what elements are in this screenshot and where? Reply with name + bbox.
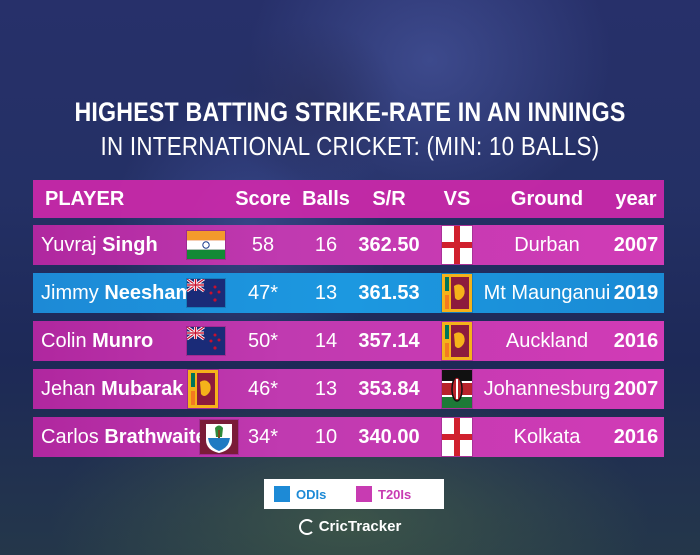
- title-line-2: IN INTERNATIONAL CRICKET: (MIN: 10 BALLS…: [100, 131, 600, 161]
- player-flag: [187, 369, 219, 409]
- legend-t20-label: T20Is: [378, 486, 412, 502]
- strike-rate: 361.53: [358, 281, 420, 304]
- opponent-flag: [435, 417, 479, 457]
- player-first-name: Carlos: [41, 425, 105, 448]
- header-score: Score: [235, 187, 291, 210]
- sri-lanka-flag-icon: [442, 322, 472, 360]
- balls: 13: [314, 281, 338, 304]
- table-row: Colin Munro 50* 14 357.14 Auckland 2016: [33, 321, 664, 361]
- legend-t20: T20Is: [356, 479, 411, 509]
- score: 34*: [247, 425, 279, 448]
- score: 58: [251, 233, 275, 256]
- player-flag: [185, 321, 227, 361]
- header-ground: Ground: [510, 187, 584, 210]
- score: 46*: [247, 377, 279, 400]
- new-zealand-flag-icon: [187, 279, 225, 307]
- player-last-name: Mubarak: [101, 377, 184, 400]
- year: 2007: [613, 233, 659, 256]
- player-name: Yuvraj Singh: [41, 225, 271, 265]
- player-first-name: Colin: [41, 329, 93, 352]
- kenya-flag-icon: [442, 370, 472, 408]
- crictracker-logo-icon: [298, 518, 315, 535]
- year: 2016: [613, 329, 659, 352]
- header-sr: S/R: [372, 187, 406, 210]
- new-zealand-flag-icon: [187, 327, 225, 355]
- ground: Kolkata: [513, 425, 581, 448]
- legend: ODIs T20Is: [264, 479, 444, 509]
- player-last-name: Munro: [92, 329, 154, 352]
- player-first-name: Jehan: [41, 377, 102, 400]
- score: 47*: [247, 281, 279, 304]
- player-name: Colin Munro: [41, 321, 271, 361]
- balls: 10: [314, 425, 338, 448]
- ground: Durban: [514, 233, 580, 256]
- opponent-flag: [435, 369, 479, 409]
- sri-lanka-flag-icon: [188, 370, 218, 408]
- player-first-name: Jimmy: [41, 281, 105, 304]
- brand-logo: CricTracker: [0, 518, 700, 535]
- player-name: Carlos Brathwaite: [41, 417, 271, 457]
- header-player: PLAYER: [45, 187, 125, 210]
- ground: Johannesburg: [483, 377, 611, 400]
- header-vs: VS: [443, 187, 471, 210]
- player-name: Jehan Mubarak: [41, 369, 271, 409]
- table-row: Jimmy Neesham 47* 13 361.53 Mt Maunganui…: [33, 273, 664, 313]
- balls: 13: [314, 377, 338, 400]
- table-row: Jehan Mubarak 46* 13 353.84 Johannesburg…: [33, 369, 664, 409]
- opponent-flag: [435, 273, 479, 313]
- t20-swatch: [356, 486, 372, 502]
- ground: Auckland: [505, 329, 589, 352]
- player-flag: [185, 225, 227, 265]
- table-row: Carlos Brathwaite 34* 10 340.00 Kolkata …: [33, 417, 664, 457]
- west-indies-flag-icon: [200, 420, 238, 454]
- legend-odi: ODIs: [274, 479, 326, 509]
- balls: 16: [314, 233, 338, 256]
- opponent-flag: [435, 225, 479, 265]
- sri-lanka-flag-icon: [442, 274, 472, 312]
- player-flag: [199, 417, 239, 457]
- strike-rate: 340.00: [358, 425, 420, 448]
- strike-rate: 357.14: [358, 329, 420, 352]
- score: 50*: [247, 329, 279, 352]
- india-flag-icon: [187, 231, 225, 259]
- brand-name: CricTracker: [318, 518, 402, 535]
- player-last-name: Singh: [102, 233, 158, 256]
- legend-odi-label: ODIs: [296, 486, 327, 502]
- header-balls: Balls: [302, 187, 350, 210]
- balls: 14: [314, 329, 338, 352]
- header-year: year: [615, 187, 657, 210]
- england-flag-icon: [442, 418, 472, 456]
- year: 2019: [613, 281, 659, 304]
- player-last-name: Brathwaite: [104, 425, 207, 448]
- odi-swatch: [274, 486, 290, 502]
- year: 2016: [613, 425, 659, 448]
- title-line-1: HIGHEST BATTING STRIKE-RATE IN AN INNING…: [74, 97, 626, 127]
- strike-rate: 362.50: [358, 233, 420, 256]
- player-last-name: Neesham: [104, 281, 194, 304]
- year: 2007: [613, 377, 659, 400]
- ground: Mt Maunganui: [483, 281, 611, 304]
- player-first-name: Yuvraj: [41, 233, 103, 256]
- player-flag: [185, 273, 227, 313]
- table-row: Yuvraj Singh 58 16 362.50 Durban 2007: [33, 225, 664, 265]
- opponent-flag: [435, 321, 479, 361]
- table-header: PLAYER Score Balls S/R VS Ground year: [33, 180, 664, 218]
- strike-rate: 353.84: [358, 377, 420, 400]
- player-name: Jimmy Neesham: [41, 273, 271, 313]
- england-flag-icon: [442, 226, 472, 264]
